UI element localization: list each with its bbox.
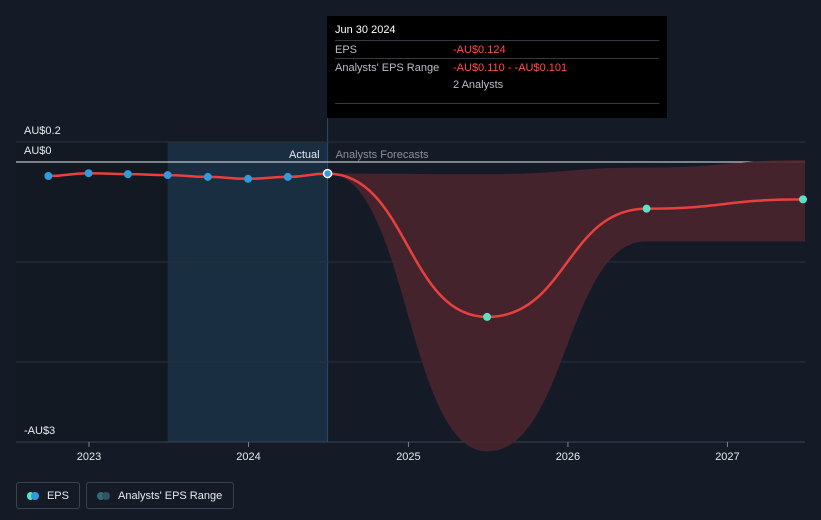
actual-label: Actual [289,149,320,161]
tooltip-date: Jun 30 2024 [335,24,396,36]
y-tick-label: AU$0 [24,145,52,157]
eps-forecast-swatch-icon [27,491,35,500]
eps-actual-point [322,168,333,179]
eps-actual-swatch-icon [31,491,39,500]
eps-forecast-line [327,172,804,319]
eps-actual-point [84,169,93,178]
eps-actual-point [123,170,132,179]
eps-forecast-point [799,195,807,204]
legend-range-toggle[interactable]: Analysts' EPS Range [86,482,234,509]
eps-actual-line [48,171,328,181]
legend-eps-toggle[interactable]: EPS [16,482,80,509]
past-band [16,142,168,442]
tooltip-eps-label: EPS [335,43,358,56]
tooltip-range-label: Analysts' EPS Range [335,61,440,74]
tooltip-analysts: 2 Analysts [453,78,504,91]
range-swatch-alt-icon [102,491,110,500]
legend-eps-label: EPS [46,489,69,502]
eps-forecast-point [642,204,651,213]
y-tick-label: AU$0.2 [24,125,61,137]
x-tick-label: 2025 [396,451,420,463]
eps-actual-point [163,171,172,180]
eps-actual-point [283,172,292,181]
y-tick-label: -AU$3 [24,425,55,437]
forecast-range-area [327,160,805,452]
highlight-band [167,142,328,442]
tooltip-row-analysts: 2 Analysts [335,76,659,93]
tooltip: Jun 30 2024 EPS -AU$0.124 Analysts' EPS … [327,16,667,118]
x-tick-label: 2027 [715,451,739,463]
eps-actual-point [244,174,253,183]
eps-actual-point [44,172,53,180]
forecast-label: Analysts Forecasts [336,149,429,161]
tooltip-row-eps: EPS -AU$0.124 [335,40,659,58]
tooltip-eps-value: -AU$0.124 [453,43,506,56]
eps-forecast-point [483,312,492,321]
x-tick-label: 2024 [236,451,260,463]
tooltip-range-value: -AU$0.110 - -AU$0.101 [453,61,568,74]
range-swatch-icon [97,491,105,500]
eps-actual-point [203,172,212,181]
legend-range-label: Analysts' EPS Range [118,489,223,502]
tooltip-divider [335,103,659,104]
x-tick-label: 2023 [77,451,101,463]
x-tick-label: 2026 [556,451,580,463]
tooltip-row-range: Analysts' EPS Range -AU$0.110 - -AU$0.10… [335,58,659,76]
